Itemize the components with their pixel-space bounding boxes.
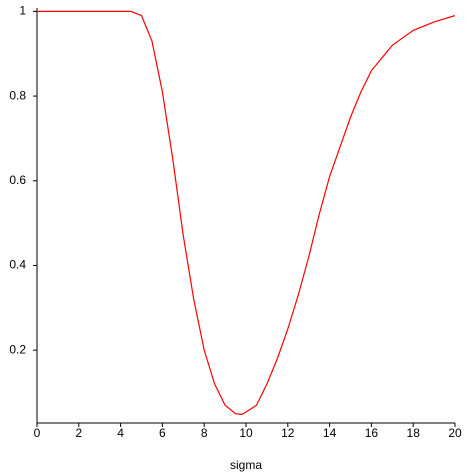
- x-tick-label: 14: [323, 426, 337, 440]
- x-tick-label: 8: [201, 426, 208, 440]
- x-tick-label: 18: [407, 426, 421, 440]
- x-tick-label: 0: [34, 426, 41, 440]
- y-tick-label: 0.2: [9, 342, 26, 356]
- x-tick-label: 4: [117, 426, 124, 440]
- x-axis-label: sigma: [230, 458, 262, 472]
- line: [37, 10, 456, 416]
- x-tick-label: 20: [448, 426, 462, 440]
- y-tick-label: 0.6: [9, 173, 26, 187]
- x-tick-label: 12: [281, 426, 295, 440]
- x-tick-label: 2: [75, 426, 82, 440]
- x-tick-label: 10: [239, 426, 253, 440]
- x-tick-label: 6: [159, 426, 166, 440]
- y-tick-label: 0.4: [9, 258, 26, 272]
- y-tick-label: 0.8: [9, 88, 26, 102]
- y-tick-label: 1: [19, 4, 26, 18]
- x-tick-label: 16: [365, 426, 379, 440]
